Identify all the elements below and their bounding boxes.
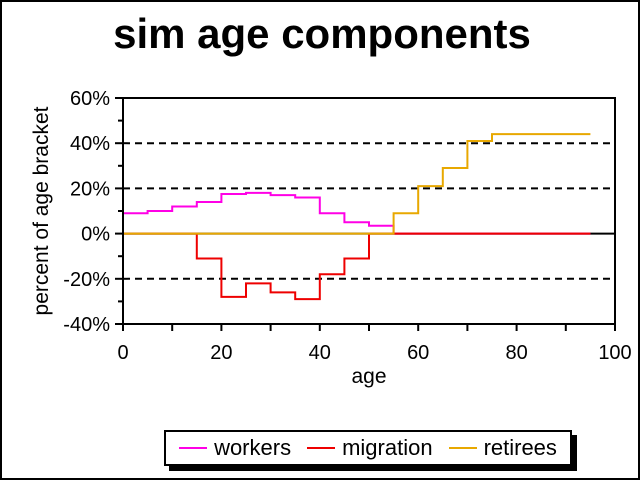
- legend: workers migration retirees: [164, 430, 572, 466]
- svg-text:40%: 40%: [70, 133, 110, 155]
- svg-text:0: 0: [117, 342, 128, 364]
- svg-text:80: 80: [505, 342, 527, 364]
- svg-text:0%: 0%: [81, 224, 110, 246]
- svg-text:-40%: -40%: [63, 314, 110, 336]
- svg-text:20: 20: [210, 342, 232, 364]
- svg-text:100: 100: [598, 342, 631, 364]
- legend-label-retirees: retirees: [483, 435, 557, 460]
- retirees-line-swatch: [448, 447, 477, 449]
- migration-line-swatch: [307, 447, 336, 449]
- legend-item-retirees: retirees: [448, 435, 557, 461]
- legend-label-migration: migration: [342, 435, 433, 460]
- svg-text:40: 40: [309, 342, 331, 364]
- x-axis-label: age: [351, 365, 387, 388]
- legend-label-workers: workers: [214, 435, 292, 460]
- svg-text:-20%: -20%: [63, 269, 110, 291]
- svg-text:60%: 60%: [70, 88, 110, 110]
- legend-item-migration: migration: [307, 435, 433, 461]
- legend-item-workers: workers: [179, 435, 291, 461]
- svg-text:60: 60: [407, 342, 429, 364]
- svg-text:20%: 20%: [70, 178, 110, 200]
- workers-line-swatch: [179, 447, 208, 449]
- chart-title: sim age components: [113, 10, 531, 57]
